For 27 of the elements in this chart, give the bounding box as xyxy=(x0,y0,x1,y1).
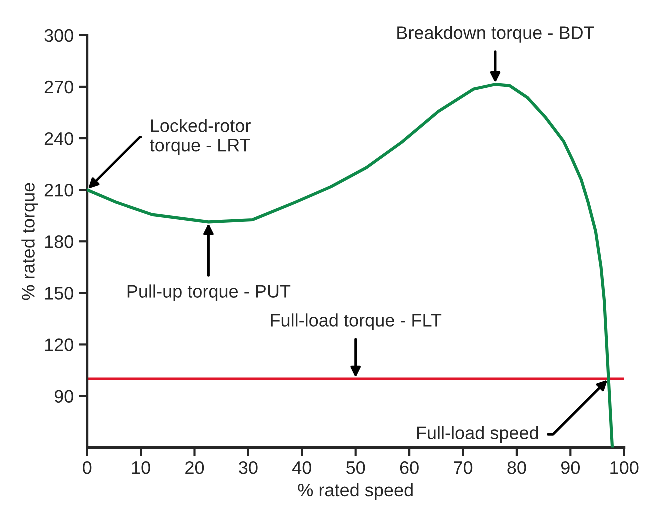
x-tick-label: 60 xyxy=(400,461,419,474)
x-tick-label: 90 xyxy=(561,461,580,474)
x-tick-label: 80 xyxy=(508,461,526,474)
x-tick-label: 20 xyxy=(186,461,204,474)
y-tick-label: 90 xyxy=(54,390,74,403)
y-tick-label: 150 xyxy=(45,287,74,300)
x-tick-label: 50 xyxy=(346,461,366,474)
x-tick-label: 0 xyxy=(83,461,92,474)
y-tick-label: 180 xyxy=(45,236,74,248)
line-series xyxy=(87,83,614,448)
x-tick-label: 70 xyxy=(454,461,473,474)
y-axis-title: % rated torque xyxy=(22,183,38,300)
annotation: Pull-up torque - PUT xyxy=(128,284,291,302)
y-tick-label: 240 xyxy=(44,132,74,146)
annotation: Full-load speed xyxy=(417,426,538,444)
x-tick-label: 100 xyxy=(610,461,639,474)
annotation: Full-load torque - FLT xyxy=(271,314,442,330)
x-tick-label: 10 xyxy=(132,461,150,474)
y-tick-label: 210 xyxy=(44,184,74,197)
annotation: Locked-rotor torque - LRT xyxy=(150,119,251,156)
x-axis-title: % rated speed xyxy=(298,483,413,500)
y-tick-label: 120 xyxy=(45,338,74,352)
x-tick-label: 40 xyxy=(292,461,312,474)
y-tick-label: 270 xyxy=(44,80,74,94)
x-tick-label: 30 xyxy=(239,461,258,474)
annotation: Breakdown torque - BDT xyxy=(398,26,594,43)
y-tick-label: 300 xyxy=(44,29,74,42)
